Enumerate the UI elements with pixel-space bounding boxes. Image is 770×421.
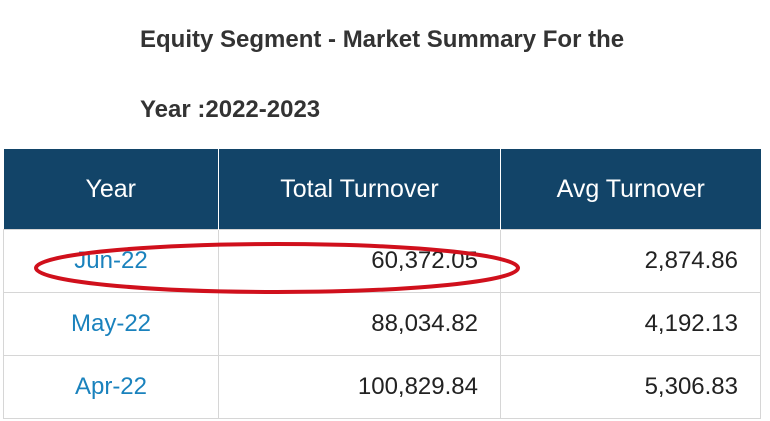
avg-turnover-cell: 4,192.13 (500, 292, 761, 356)
table-body: Jun-22 60,372.05 2,874.86 May-22 88,034.… (3, 229, 761, 419)
year-cell: Apr-22 (3, 355, 219, 419)
table-row: May-22 88,034.82 4,192.13 (3, 292, 761, 356)
year-link[interactable]: Apr-22 (74, 373, 148, 400)
page-title-line-2: Year :2022-2023 (140, 96, 321, 123)
year-cell: May-22 (3, 292, 219, 356)
total-turnover-cell: 100,829.84 (218, 355, 501, 419)
avg-turnover-cell: 5,306.83 (500, 355, 761, 419)
total-turnover-cell: 88,034.82 (218, 292, 501, 356)
page-title-line-1: Equity Segment - Market Summary For the (140, 26, 625, 53)
table-row: Apr-22 100,829.84 5,306.83 (3, 355, 761, 419)
total-turnover-cell: 60,372.05 (218, 229, 501, 293)
year-link[interactable]: Jun-22 (74, 247, 148, 274)
table-row: Jun-22 60,372.05 2,874.86 (3, 229, 761, 293)
column-header-total-turnover: Total Turnover (218, 149, 501, 230)
year-cell: Jun-22 (3, 229, 219, 293)
table-header: Year Total Turnover Avg Turnover (3, 149, 761, 230)
market-summary-table: Year Total Turnover Avg Turnover Jun-22 … (3, 149, 761, 419)
column-header-avg-turnover: Avg Turnover (500, 149, 761, 230)
table-header-row: Year Total Turnover Avg Turnover (3, 149, 761, 230)
avg-turnover-cell: 2,874.86 (500, 229, 761, 293)
year-link[interactable]: May-22 (70, 310, 152, 337)
column-header-year: Year (3, 149, 219, 230)
